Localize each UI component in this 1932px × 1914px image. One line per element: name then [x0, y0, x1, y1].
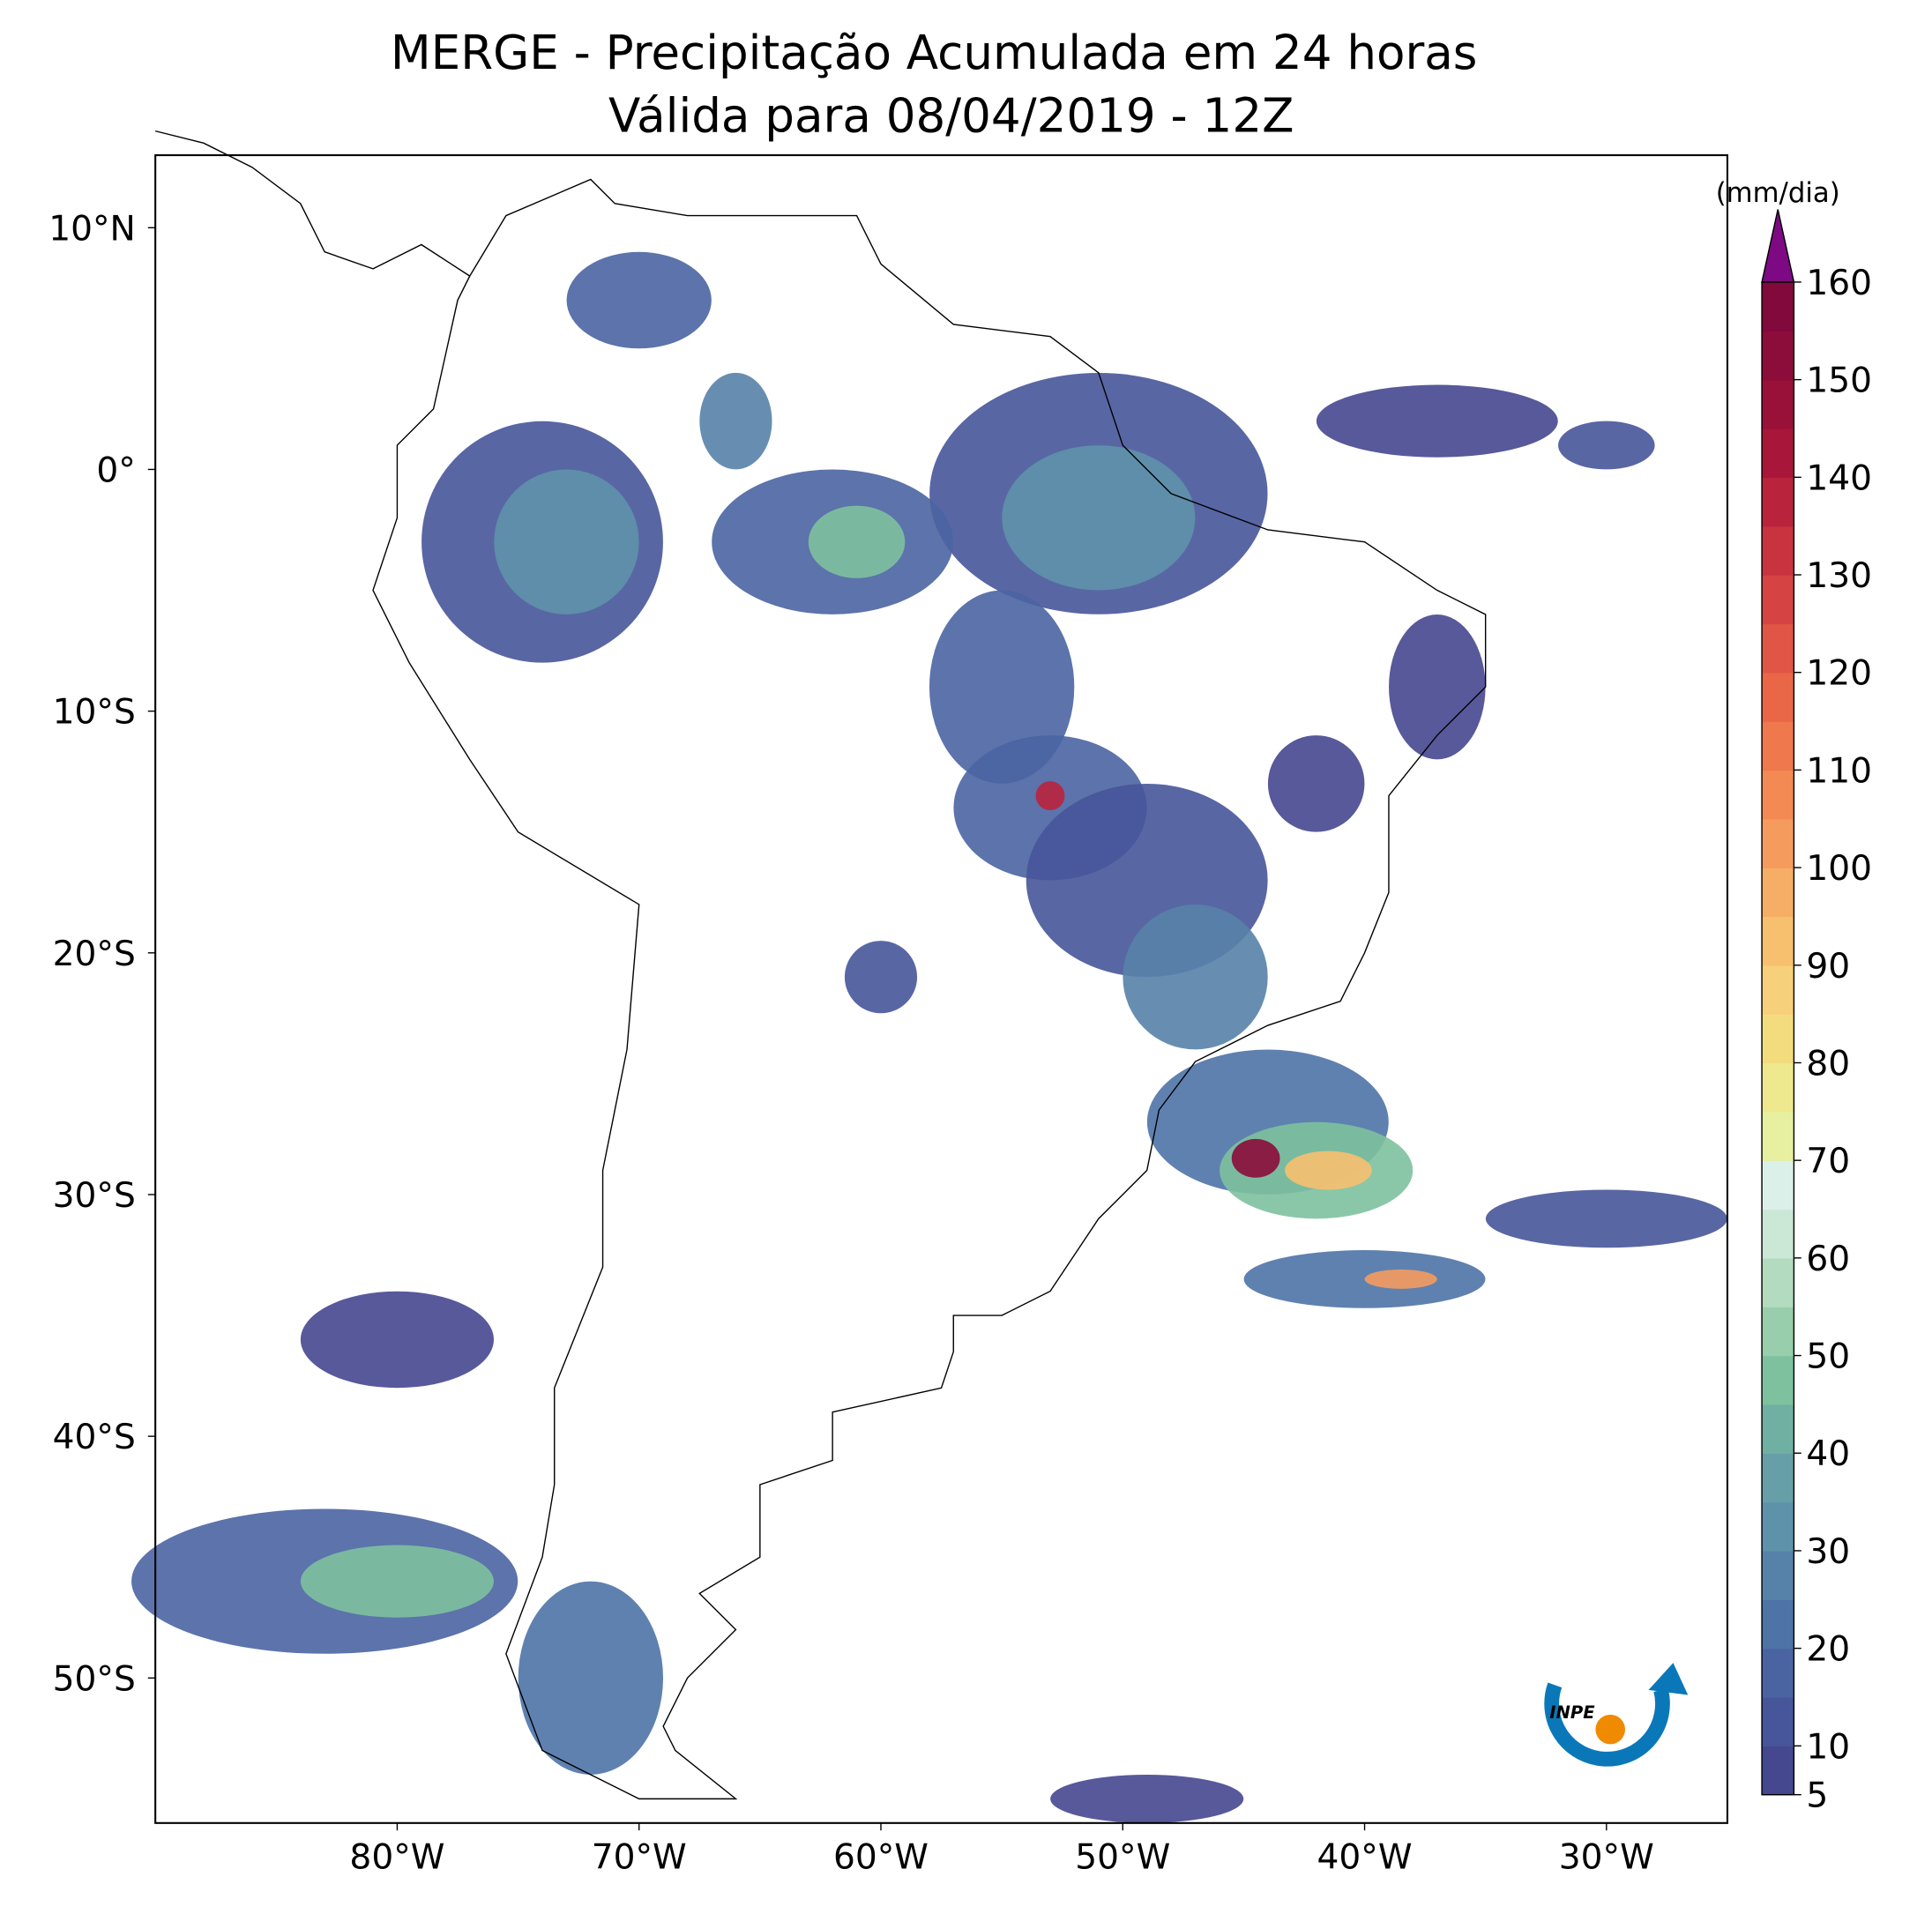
colorbar-band	[1762, 379, 1794, 429]
precip-area	[300, 1291, 494, 1389]
y-tick-label: 40°S	[53, 1418, 136, 1457]
logo-text: INPE	[1549, 1702, 1595, 1723]
title: MERGE - Precipitação Acumulada em 24 hor…	[391, 26, 1478, 80]
colorbar-tick-label: 110	[1806, 751, 1872, 791]
colorbar-frame	[1761, 281, 1795, 1796]
colorbar-band	[1762, 1062, 1794, 1113]
colorbar-band	[1762, 1014, 1794, 1064]
colorbar-band	[1762, 1257, 1794, 1307]
x-tick-label: 60°W	[833, 1837, 929, 1877]
y-tick-label: 10°S	[53, 693, 136, 733]
colorbar-band	[1762, 1599, 1794, 1650]
precip-area	[1002, 445, 1196, 591]
precip-area	[1050, 1775, 1244, 1823]
x-tick-label: 40°W	[1317, 1837, 1413, 1877]
colorbar-tick-label: 90	[1806, 947, 1850, 987]
colorbar-tick-label: 50	[1806, 1337, 1850, 1377]
coastline	[372, 178, 1487, 1800]
colorbar-band	[1762, 1696, 1794, 1747]
colorbar-band	[1762, 428, 1794, 479]
colorbar-band	[1762, 331, 1794, 381]
colorbar-band	[1762, 575, 1794, 625]
precip-area	[699, 372, 772, 470]
precip-area	[494, 469, 639, 614]
colorbar-band	[1762, 525, 1794, 576]
subtitle: Válida para 08/04/2019 - 12Z	[608, 88, 1294, 143]
colorbar-band	[1762, 1111, 1794, 1161]
colorbar-band	[1762, 721, 1794, 771]
precip-area	[1389, 614, 1486, 760]
y-tick-label: 20°S	[53, 935, 136, 974]
colorbar-band	[1762, 477, 1794, 527]
colorbar-band	[1762, 672, 1794, 722]
colorbar-band	[1762, 1501, 1794, 1552]
precip-area	[1364, 1269, 1437, 1289]
colorbar-band	[1762, 964, 1794, 1015]
y-tick-label: 10°N	[48, 209, 136, 249]
logo-arrow	[1648, 1663, 1689, 1695]
x-tick-label: 50°W	[1075, 1837, 1170, 1877]
precip-area	[808, 505, 906, 578]
precip-area	[1035, 781, 1065, 811]
precip-area	[844, 941, 918, 1014]
colorbar-band	[1762, 1550, 1794, 1600]
colorbar-band	[1762, 281, 1794, 331]
coastline	[154, 130, 471, 277]
precip-area	[518, 1581, 664, 1775]
colorbar-band	[1762, 916, 1794, 966]
colorbar-tick-label: 160	[1806, 264, 1872, 303]
colorbar-tick-label: 60	[1806, 1240, 1850, 1279]
logo-arc	[1544, 1682, 1670, 1767]
colorbar-band	[1762, 1453, 1794, 1503]
colorbar-tick-label: 100	[1806, 849, 1872, 889]
colorbar-band	[1762, 1209, 1794, 1259]
precip-area	[1231, 1138, 1280, 1178]
colorbar-band	[1762, 770, 1794, 820]
colorbar-tick-label: 10	[1806, 1727, 1850, 1767]
precip-area	[1267, 735, 1365, 832]
colorbar-tick-label: 30	[1806, 1532, 1850, 1572]
precip-area	[1316, 384, 1558, 458]
colorbar-tick-label: 40	[1806, 1434, 1850, 1474]
colorbar-extend	[1761, 209, 1795, 283]
logo-dot	[1595, 1714, 1625, 1745]
x-tick-label: 70°W	[592, 1837, 687, 1877]
colorbar-tick-label: 120	[1806, 654, 1872, 694]
precip-area	[1558, 421, 1655, 470]
y-tick-label: 0°	[96, 451, 135, 490]
x-tick-label: 80°W	[349, 1837, 444, 1877]
precip-area	[300, 1545, 494, 1618]
colorbar-band	[1762, 1160, 1794, 1210]
colorbar-tick-label: 130	[1806, 556, 1872, 596]
precip-area	[1243, 1250, 1486, 1308]
colorbar-tick-label: 80	[1806, 1044, 1850, 1084]
colorbar-band	[1762, 623, 1794, 674]
x-tick-label: 30°W	[1559, 1837, 1654, 1877]
y-tick-label: 50°S	[53, 1659, 136, 1699]
colorbar-band	[1762, 868, 1794, 918]
colorbar-tick-label: 150	[1806, 361, 1872, 401]
colorbar-band	[1762, 1746, 1794, 1796]
colorbar-tick-label: 70	[1806, 1142, 1850, 1181]
colorbar-band	[1762, 1648, 1794, 1698]
precip-area	[1485, 1189, 1727, 1248]
colorbar-band	[1762, 818, 1794, 868]
colorbar-band	[1762, 1307, 1794, 1357]
map-frame	[154, 153, 1728, 1824]
precip-area	[1123, 905, 1268, 1050]
y-tick-label: 30°S	[53, 1176, 136, 1216]
colorbar-band	[1762, 1355, 1794, 1405]
precip-area	[929, 590, 1075, 784]
colorbar-unit: (mm/dia)	[1716, 177, 1840, 209]
logo: INPE	[1544, 1663, 1689, 1767]
colorbar-tick-label: 140	[1806, 458, 1872, 498]
precip-area	[1285, 1151, 1372, 1190]
colorbar-tick-label: 5	[1806, 1776, 1828, 1816]
colorbar-tick-label: 20	[1806, 1630, 1850, 1670]
precip-area	[566, 251, 712, 349]
colorbar-band	[1762, 1404, 1794, 1454]
